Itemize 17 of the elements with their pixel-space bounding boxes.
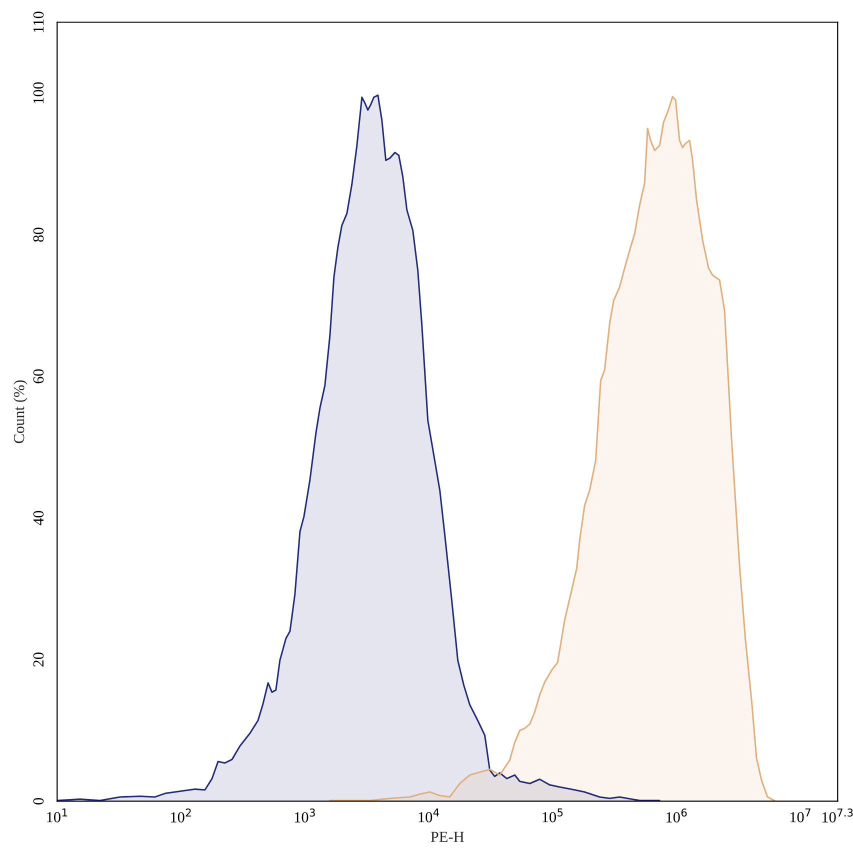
y-tick-label: 80 <box>33 228 44 242</box>
y-tick-label: 60 <box>33 369 44 384</box>
y-axis-title: Count (%) <box>13 380 28 444</box>
y-tick-label: 40 <box>33 510 44 526</box>
x-tick-label: 10$^{6}$ <box>666 808 687 822</box>
x-tick-label: 10$^{2}$ <box>171 808 191 822</box>
x-tick-label: 10$^{3}$ <box>294 808 315 822</box>
x-tick-label: 10$^{7.3}$ <box>822 808 853 822</box>
y-tick-label: 0 <box>33 798 44 804</box>
y-tick-label: 100 <box>33 82 44 104</box>
x-tick-label: 10$^{4}$ <box>418 808 440 822</box>
x-axis-title: PE-H <box>430 832 464 842</box>
x-tick-label: 10$^{1}$ <box>47 808 68 822</box>
x-tick-label: 10$^{5}$ <box>542 808 563 822</box>
x-tick-label: 10$^{7}$ <box>790 808 810 822</box>
y-tick-label: 110 <box>33 12 44 32</box>
y-tick-label: 20 <box>33 652 44 667</box>
